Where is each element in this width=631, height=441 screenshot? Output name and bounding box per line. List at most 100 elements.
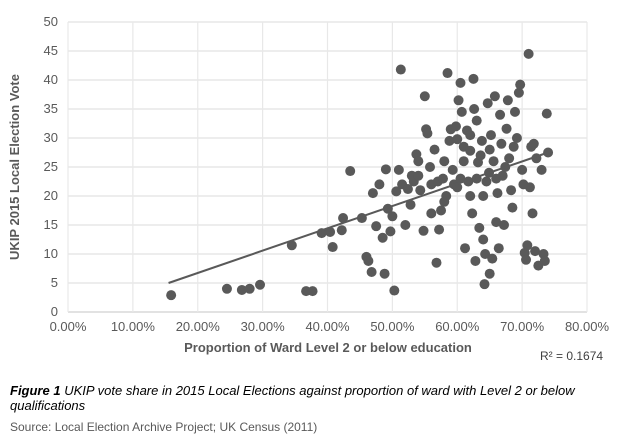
gridlines xyxy=(67,21,588,313)
data-point xyxy=(391,186,402,197)
data-point xyxy=(471,115,482,126)
data-point xyxy=(491,217,502,228)
data-point xyxy=(422,128,433,139)
data-point xyxy=(488,156,499,167)
data-point xyxy=(480,249,491,259)
data-point xyxy=(528,138,539,149)
x-tick-labels: 0.00% 10.00% 20.00% 30.00% 40.00% 50.00% 60.00… xyxy=(50,319,610,334)
data-point xyxy=(455,77,466,88)
data-point xyxy=(338,213,349,224)
data-point xyxy=(470,255,481,266)
data-point xyxy=(515,79,526,90)
data-point xyxy=(458,156,469,167)
data-point xyxy=(474,222,485,233)
data-point xyxy=(385,226,396,237)
data-point xyxy=(492,188,503,199)
x-tick-label: 60.00% xyxy=(435,319,480,334)
data-point xyxy=(389,285,400,296)
data-point xyxy=(456,106,467,117)
data-point xyxy=(491,173,502,184)
data-point xyxy=(444,135,455,146)
data-point xyxy=(452,134,463,145)
data-point xyxy=(513,87,524,98)
data-point xyxy=(541,108,552,119)
data-points xyxy=(166,48,554,301)
data-point xyxy=(431,257,442,268)
data-point xyxy=(482,98,493,109)
data-point xyxy=(415,185,426,196)
r-squared-label: R² = 0.1674 xyxy=(540,349,603,363)
y-tick-label: 35 xyxy=(44,101,58,116)
data-point xyxy=(413,170,424,181)
trendline xyxy=(168,151,549,284)
data-point xyxy=(450,121,461,132)
data-point xyxy=(377,232,388,243)
data-point xyxy=(487,253,498,264)
data-point xyxy=(363,255,374,266)
data-point xyxy=(429,144,440,155)
y-tick-label: 5 xyxy=(51,275,58,290)
data-point xyxy=(439,196,450,207)
data-point xyxy=(366,266,377,277)
data-point xyxy=(495,109,506,120)
data-point xyxy=(507,202,518,213)
data-point xyxy=(255,279,266,290)
x-tick-label: 70.00% xyxy=(500,319,545,334)
data-point xyxy=(504,153,515,164)
data-point xyxy=(479,279,490,290)
data-point xyxy=(469,104,480,114)
x-tick-label: 40.00% xyxy=(305,319,350,334)
data-point xyxy=(286,240,297,251)
x-tick-label: 20.00% xyxy=(176,319,221,334)
data-point xyxy=(468,73,479,84)
data-point xyxy=(496,138,507,149)
data-point xyxy=(405,199,416,210)
y-axis-title: UKIP 2015 Local Election Vote xyxy=(7,74,22,260)
data-point xyxy=(478,191,489,201)
data-point xyxy=(517,164,528,175)
data-point xyxy=(460,243,471,254)
data-point xyxy=(393,164,404,175)
data-point xyxy=(501,123,512,134)
data-point xyxy=(166,290,177,301)
data-point xyxy=(465,145,476,156)
data-point xyxy=(437,173,448,184)
data-point xyxy=(442,68,453,79)
data-point xyxy=(400,220,411,230)
data-point xyxy=(478,234,489,245)
data-point xyxy=(465,130,476,141)
data-point xyxy=(236,284,247,295)
data-point xyxy=(374,179,385,190)
data-point xyxy=(498,220,509,230)
data-point xyxy=(467,208,478,219)
y-tick-label: 40 xyxy=(44,72,58,87)
data-point xyxy=(530,246,541,257)
y-tick-label: 15 xyxy=(44,217,58,232)
data-point xyxy=(509,106,520,117)
y-tick-label: 25 xyxy=(44,159,58,174)
data-point xyxy=(447,164,458,175)
x-tick-label: 50.00% xyxy=(370,319,415,334)
data-point xyxy=(485,130,496,141)
data-point xyxy=(419,91,430,102)
data-point xyxy=(521,254,532,265)
y-tick-label: 0 xyxy=(51,304,58,319)
figure-label: Figure 1 xyxy=(10,383,61,398)
data-point xyxy=(371,221,382,232)
y-tick-label: 50 xyxy=(44,14,58,29)
data-point xyxy=(336,225,347,236)
data-point xyxy=(522,240,533,251)
data-point xyxy=(506,185,517,196)
data-point xyxy=(484,144,495,155)
data-point xyxy=(244,283,255,294)
caption-text: UKIP vote share in 2015 Local Elections … xyxy=(10,383,575,413)
y-tick-labels: 0 5 10 15 20 25 30 35 40 45 50 xyxy=(44,14,58,319)
data-point xyxy=(379,268,390,279)
data-point xyxy=(502,95,513,106)
data-point xyxy=(413,156,424,167)
data-point xyxy=(489,91,500,102)
data-point xyxy=(380,164,391,175)
data-point xyxy=(345,166,356,177)
data-point xyxy=(539,255,550,266)
x-tick-label: 10.00% xyxy=(111,319,156,334)
